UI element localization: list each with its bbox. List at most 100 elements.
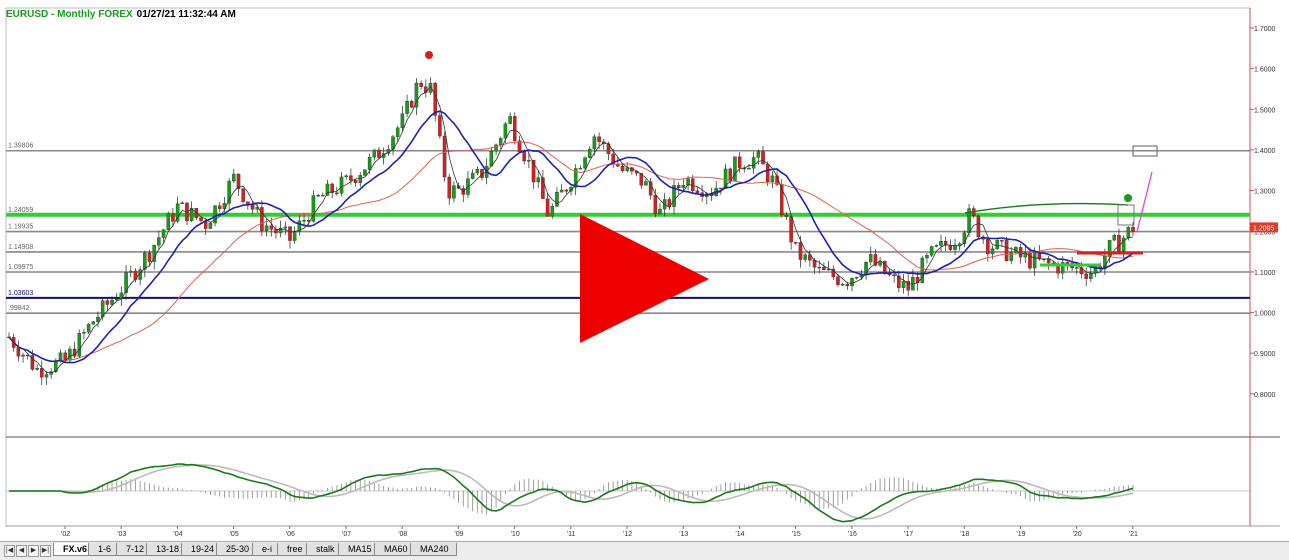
x-tick-label: '11 — [567, 531, 576, 538]
candle-up — [227, 180, 231, 204]
candle-up — [292, 231, 297, 241]
buy-signal-icon — [1124, 194, 1132, 202]
candle-up — [367, 157, 372, 170]
candle-down — [531, 160, 536, 183]
candle-down — [976, 215, 981, 238]
x-tick-label: '06 — [286, 531, 295, 538]
candle-up — [555, 191, 559, 207]
candle-up — [475, 169, 480, 174]
last-sheet-button[interactable]: ▶| — [40, 545, 51, 557]
candle-up — [672, 185, 676, 207]
candle-down — [1079, 267, 1084, 275]
candle-up — [77, 333, 82, 357]
x-tick-label: '16 — [848, 531, 857, 538]
candle-down — [1084, 273, 1088, 279]
candle-up — [929, 246, 934, 256]
candle-down — [377, 149, 381, 158]
candle-up — [1107, 239, 1112, 257]
candle-down — [822, 266, 826, 270]
candle-up — [1061, 262, 1065, 274]
candle-down — [424, 86, 428, 93]
candle-up — [920, 257, 925, 283]
tab-1-6[interactable]: 1-6 — [88, 543, 120, 556]
candle-down — [335, 192, 339, 195]
y-tick-label: 0.9000 — [1254, 351, 1276, 358]
candle-down — [16, 347, 21, 357]
macd-line — [9, 463, 1134, 523]
candle-down — [236, 173, 241, 189]
candle-up — [175, 203, 180, 222]
candle-down — [719, 187, 723, 190]
y-tick-label: 1.5000 — [1254, 107, 1276, 114]
y-tick-label: 0.8000 — [1254, 392, 1276, 399]
candle-up — [527, 160, 531, 162]
candle-up — [995, 240, 999, 249]
candle-down — [794, 242, 798, 244]
candle-up — [316, 194, 320, 197]
candle-down — [1000, 240, 1004, 242]
candle-down — [241, 188, 245, 202]
candle-up — [681, 184, 686, 188]
candle-up — [339, 176, 344, 194]
candle-up — [573, 168, 578, 188]
candle-up — [578, 167, 583, 170]
candle-up — [840, 284, 845, 286]
level-label: 1.39806 — [8, 143, 33, 150]
candle-down — [906, 281, 910, 291]
candle-down — [321, 194, 325, 197]
candle-down — [447, 176, 451, 199]
candle-down — [199, 217, 203, 221]
y-tick-label: 1.2000 — [1254, 229, 1276, 236]
candle-up — [470, 172, 475, 179]
tab-ma240[interactable]: MA240 — [410, 543, 457, 556]
play-icon[interactable] — [580, 214, 709, 343]
candle-up — [747, 168, 751, 170]
x-tick-label: '15 — [792, 531, 801, 538]
candle-down — [217, 205, 222, 209]
candle-up — [817, 266, 821, 269]
candle-up — [751, 157, 756, 169]
candle-down — [648, 181, 653, 196]
candle-down — [597, 136, 601, 142]
candle-up — [161, 229, 166, 238]
candle-up — [278, 227, 283, 234]
candle-down — [831, 268, 836, 278]
candle-up — [489, 151, 494, 167]
candle-down — [30, 355, 35, 370]
candle-down — [943, 241, 948, 246]
candle-down — [1004, 240, 1009, 261]
symbol-title: EURUSD - Monthly FOREX — [6, 9, 133, 20]
candle-up — [901, 281, 906, 288]
candle-up — [686, 178, 690, 186]
candle-down — [260, 207, 264, 231]
candle-up — [770, 175, 775, 183]
level-label: 1.14908 — [8, 244, 33, 251]
prev-sheet-button[interactable]: ◀ — [16, 545, 27, 557]
candle-up — [114, 298, 119, 301]
candle-up — [925, 255, 929, 259]
x-tick-label: '02 — [61, 531, 70, 538]
candle-down — [639, 173, 644, 186]
last-price-label: 1.2095 — [1253, 225, 1275, 232]
candle-up — [283, 226, 288, 229]
candle-up — [1126, 226, 1131, 239]
next-sheet-button[interactable]: ▶ — [28, 545, 39, 557]
candle-down — [147, 252, 152, 262]
candle-down — [330, 183, 334, 194]
tab-25-30[interactable]: 25-30 — [216, 543, 258, 556]
first-sheet-button[interactable]: |◀ — [4, 545, 15, 557]
candle-down — [986, 239, 990, 255]
candle-up — [311, 195, 316, 222]
candle-down — [522, 151, 526, 162]
candle-up — [756, 151, 761, 158]
tab-e-i[interactable]: e-i — [252, 543, 281, 556]
candle-down — [40, 368, 44, 378]
candle-up — [344, 175, 348, 178]
level-label: .99842 — [8, 305, 30, 312]
candle-down — [545, 198, 550, 217]
candle-up — [166, 213, 170, 230]
candle-up — [302, 220, 306, 222]
price-chart[interactable]: 1.7000 1.6000 1.5000 1.4000 1.3000 1.2000 1.10… — [0, 0, 1289, 541]
y-tick-label: 1.3000 — [1254, 189, 1276, 196]
candle-up — [850, 278, 854, 287]
